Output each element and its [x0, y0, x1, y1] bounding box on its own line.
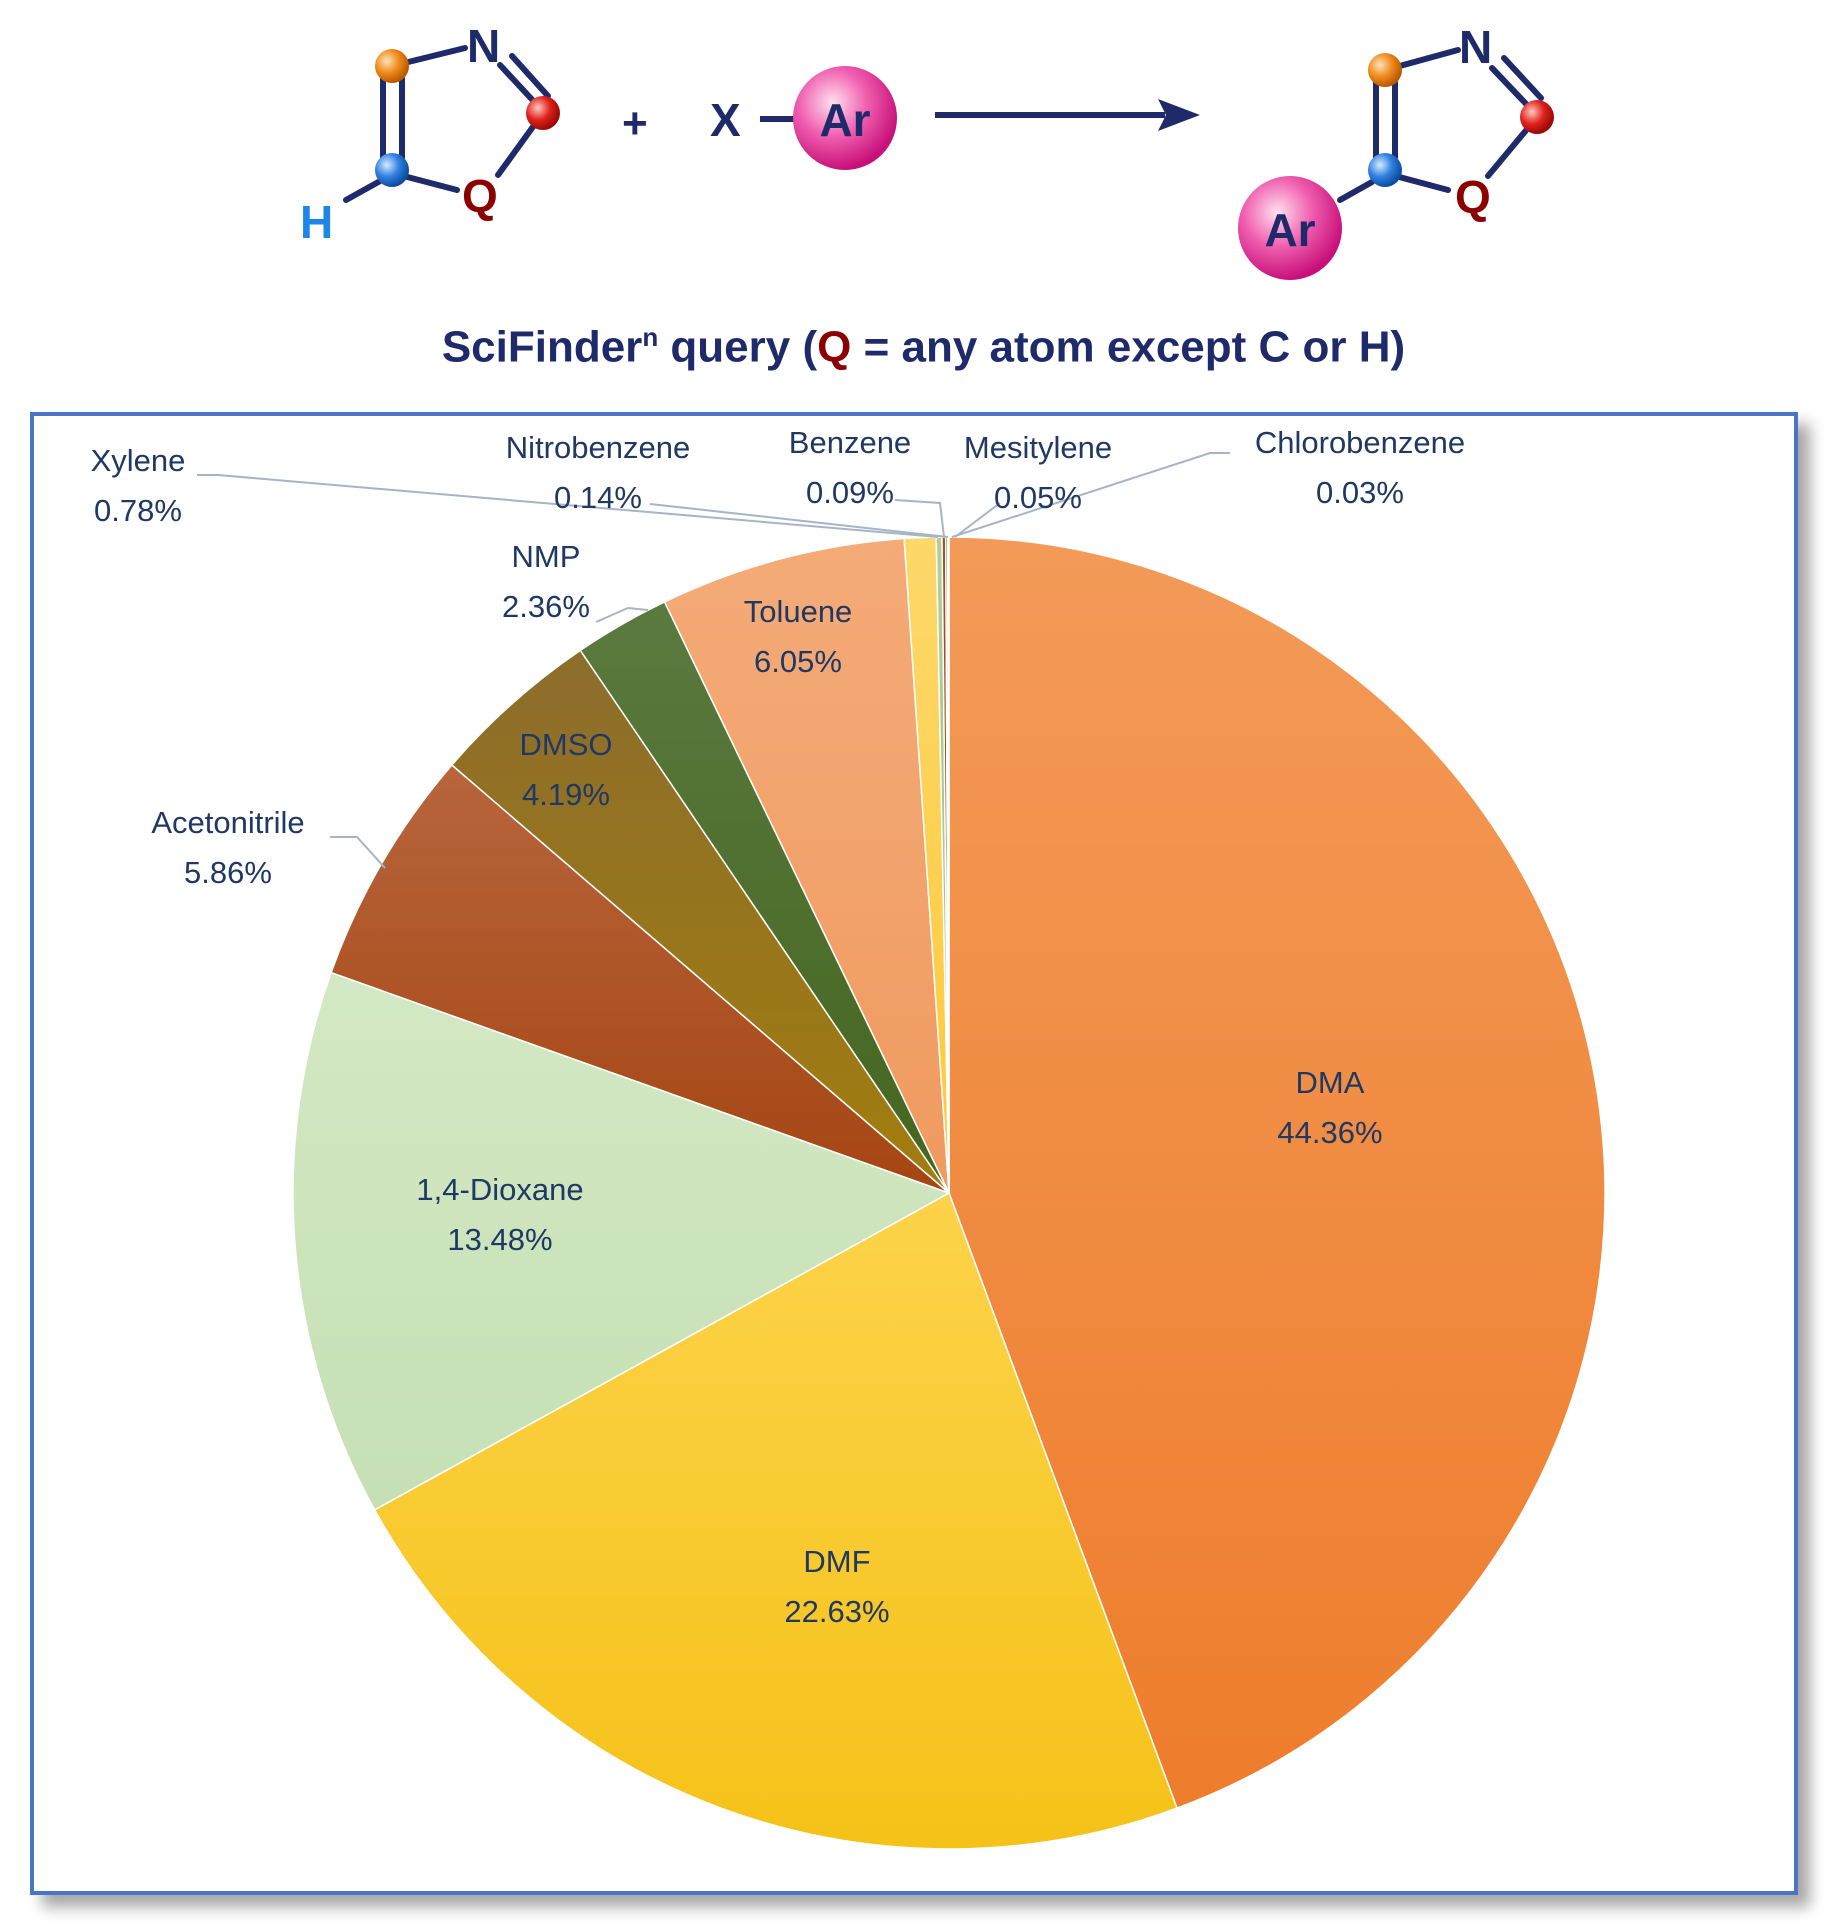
slice-label-toluene: Toluene — [744, 594, 853, 629]
pie-slice-dmf — [373, 1191, 1178, 1850]
slice-label-nitrobenzene: Nitrobenzene — [506, 430, 690, 465]
product-heterocycle: N Q Ar — [1238, 21, 1554, 280]
slice-label-chlorobenzene: Chlorobenzene — [1255, 425, 1465, 460]
atom-h-label: H — [300, 196, 333, 248]
slice-label-dmso: DMSO — [520, 727, 613, 762]
slice-percent-toluene: 6.05% — [754, 644, 842, 679]
slice-label-dmf: DMF — [803, 1544, 870, 1579]
pie-slice-dma — [948, 536, 1606, 1810]
slice-percent-dmso: 4.19% — [522, 777, 610, 812]
atom-n-label: N — [467, 20, 500, 72]
ar-label: Ar — [1264, 204, 1315, 256]
slice-percent-dma: 44.36% — [1277, 1115, 1382, 1150]
slice-percent-nitrobenzene: 0.14% — [554, 480, 642, 515]
leader-line-chlorobenzene — [951, 452, 1230, 538]
pie-slice-dmso — [450, 649, 950, 1194]
title-q: Q — [817, 322, 852, 372]
title-pre: SciFinder — [441, 322, 643, 372]
red-atom-ball — [1520, 100, 1554, 134]
atom-n-label: N — [1459, 21, 1492, 73]
reactant-heterocycle: N Q H — [300, 20, 560, 248]
title-post: = any atom except C or H) — [851, 322, 1406, 372]
slice-percent-dmf: 22.63% — [784, 1594, 889, 1629]
atom-q-label: Q — [1455, 171, 1491, 223]
slice-label-acetonitrile: Acetonitrile — [151, 805, 304, 840]
reaction-scheme: N Q H + X Ar N Q Ar — [300, 20, 1554, 280]
slice-percent-benzene: 0.09% — [806, 475, 894, 510]
chart-title: SciFindern query (Q = any atom except C … — [0, 322, 1847, 373]
slice-percent-1-4-dioxane: 13.48% — [447, 1222, 552, 1257]
ar-ball — [793, 66, 897, 170]
title-sup: n — [642, 322, 659, 352]
slice-percent-acetonitrile: 5.86% — [184, 855, 272, 890]
slice-percent-chlorobenzene: 0.03% — [1316, 475, 1404, 510]
pie-slice-1-4-dioxane — [292, 971, 951, 1511]
atom-q-label: Q — [462, 170, 498, 222]
leader-line-xylene — [197, 474, 939, 538]
plus-sign: + — [622, 99, 648, 148]
reaction-arrow — [935, 99, 1200, 131]
title-mid: query ( — [658, 322, 818, 372]
slice-label-dma: DMA — [1296, 1065, 1365, 1100]
slice-label-benzene: Benzene — [789, 425, 911, 460]
slice-percent-mesitylene: 0.05% — [994, 480, 1082, 515]
leader-line-acetonitrile — [330, 836, 386, 869]
orange-atom-ball — [375, 49, 409, 83]
leader-line-nmp — [595, 606, 649, 623]
leader-line-nitrobenzene — [649, 503, 949, 538]
slice-label-nmp: NMP — [512, 539, 581, 574]
blue-atom-ball — [1368, 153, 1402, 187]
red-atom-ball — [526, 96, 560, 130]
slice-percent-xylene: 0.78% — [94, 493, 182, 528]
aryl-halide-reagent: X Ar — [710, 66, 897, 170]
orange-atom-ball — [1368, 53, 1402, 87]
ar-ball — [1238, 176, 1342, 280]
slice-label-xylene: Xylene — [91, 443, 186, 478]
pie-slice-toluene — [663, 537, 950, 1194]
slice-percent-nmp: 2.36% — [502, 589, 590, 624]
blue-atom-ball — [375, 153, 409, 187]
leader-line-benzene — [894, 499, 945, 538]
slice-label-1-4-dioxane: 1,4-Dioxane — [416, 1172, 583, 1207]
ar-label: Ar — [819, 94, 870, 146]
slice-label-mesitylene: Mesitylene — [964, 430, 1112, 465]
leader-line-mesitylene — [954, 502, 1001, 538]
x-label: X — [710, 94, 741, 146]
